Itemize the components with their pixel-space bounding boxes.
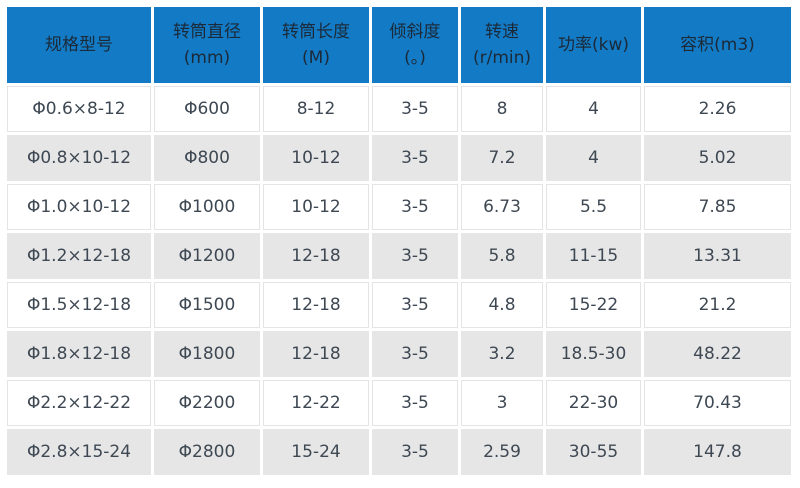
cell-incline: 3-5: [372, 429, 458, 475]
cell-model: Φ1.8×12-18: [7, 331, 151, 377]
cell-drum-diameter: Φ2800: [154, 429, 260, 475]
column-header-unit: (M): [302, 48, 330, 68]
cell-drum-length: 12-22: [263, 380, 369, 426]
cell-incline: 3-5: [372, 184, 458, 230]
cell-incline: 3-5: [372, 380, 458, 426]
column-header-drum-length: 转筒长度 (M): [263, 7, 369, 83]
cell-speed: 2.59: [461, 429, 543, 475]
column-header-volume: 容积(m3): [644, 7, 791, 83]
cell-drum-length: 12-18: [263, 331, 369, 377]
cell-drum-diameter: Φ1200: [154, 233, 260, 279]
cell-model: Φ0.8×10-12: [7, 135, 151, 181]
table-row: Φ0.6×8-12 Φ600 8-12 3-5 8 4 2.26: [7, 86, 791, 132]
cell-volume: 21.2: [644, 282, 791, 328]
cell-model: Φ1.2×12-18: [7, 233, 151, 279]
table-header: 规格型号 转筒直径 (mm) 转筒长度 (M) 倾斜度 (。) 转速 (r/min) 功率(kw)…: [7, 7, 791, 83]
cell-incline: 3-5: [372, 135, 458, 181]
cell-drum-length: 12-18: [263, 282, 369, 328]
header-row: 规格型号 转筒直径 (mm) 转筒长度 (M) 倾斜度 (。) 转速 (r/min) 功率(kw)…: [7, 7, 791, 83]
cell-drum-length: 10-12: [263, 184, 369, 230]
cell-incline: 3-5: [372, 331, 458, 377]
cell-power: 5.5: [546, 184, 641, 230]
table-row: Φ2.2×12-22 Φ2200 12-22 3-5 3 22-30 70.43: [7, 380, 791, 426]
cell-speed: 3: [461, 380, 543, 426]
cell-drum-length: 15-24: [263, 429, 369, 475]
cell-volume: 7.85: [644, 184, 791, 230]
cell-drum-diameter: Φ800: [154, 135, 260, 181]
cell-power: 4: [546, 86, 641, 132]
cell-incline: 3-5: [372, 86, 458, 132]
cell-volume: 2.26: [644, 86, 791, 132]
cell-power: 18.5-30: [546, 331, 641, 377]
column-header-label: 转速: [485, 21, 519, 42]
cell-speed: 4.8: [461, 282, 543, 328]
table-row: Φ0.8×10-12 Φ800 10-12 3-5 7.2 4 5.02: [7, 135, 791, 181]
table-row: Φ2.8×15-24 Φ2800 15-24 3-5 2.59 30-55 147.8: [7, 429, 791, 475]
cell-speed: 6.73: [461, 184, 543, 230]
cell-drum-diameter: Φ1500: [154, 282, 260, 328]
column-header-unit: (r/min): [472, 48, 532, 68]
cell-volume: 70.43: [644, 380, 791, 426]
spec-table: 规格型号 转筒直径 (mm) 转筒长度 (M) 倾斜度 (。) 转速 (r/min) 功率(kw)…: [4, 4, 794, 478]
table-row: Φ1.2×12-18 Φ1200 12-18 3-5 5.8 11-15 13.31: [7, 233, 791, 279]
column-header-label: 转筒长度: [282, 21, 350, 42]
cell-speed: 3.2: [461, 331, 543, 377]
column-header-incline: 倾斜度 (。): [372, 7, 458, 83]
table-row: Φ1.5×12-18 Φ1500 12-18 3-5 4.8 15-22 21.2: [7, 282, 791, 328]
cell-speed: 7.2: [461, 135, 543, 181]
cell-volume: 13.31: [644, 233, 791, 279]
column-header-drum-diameter: 转筒直径 (mm): [154, 7, 260, 83]
cell-drum-length: 10-12: [263, 135, 369, 181]
cell-drum-diameter: Φ1800: [154, 331, 260, 377]
cell-power: 11-15: [546, 233, 641, 279]
cell-drum-diameter: Φ2200: [154, 380, 260, 426]
column-header-power: 功率(kw): [546, 7, 641, 83]
cell-speed: 8: [461, 86, 543, 132]
cell-power: 4: [546, 135, 641, 181]
cell-incline: 3-5: [372, 282, 458, 328]
column-header-unit: (mm): [183, 48, 231, 68]
column-header-model: 规格型号: [7, 7, 151, 83]
cell-drum-diameter: Φ600: [154, 86, 260, 132]
column-header-label: 功率(kw): [557, 34, 629, 55]
column-header-speed: 转速 (r/min): [461, 7, 543, 83]
cell-drum-length: 8-12: [263, 86, 369, 132]
column-header-label: 容积(m3): [680, 34, 755, 55]
cell-model: Φ2.8×15-24: [7, 429, 151, 475]
column-header-label: 倾斜度: [389, 21, 441, 42]
cell-model: Φ2.2×12-22: [7, 380, 151, 426]
column-header-label: 规格型号: [45, 34, 113, 55]
cell-volume: 5.02: [644, 135, 791, 181]
cell-model: Φ1.5×12-18: [7, 282, 151, 328]
table-row: Φ1.8×12-18 Φ1800 12-18 3-5 3.2 18.5-30 48.22: [7, 331, 791, 377]
cell-power: 15-22: [546, 282, 641, 328]
cell-drum-length: 12-18: [263, 233, 369, 279]
cell-drum-diameter: Φ1000: [154, 184, 260, 230]
column-header-unit: (。): [404, 48, 426, 68]
cell-power: 30-55: [546, 429, 641, 475]
table-row: Φ1.0×10-12 Φ1000 10-12 3-5 6.73 5.5 7.85: [7, 184, 791, 230]
cell-speed: 5.8: [461, 233, 543, 279]
cell-volume: 147.8: [644, 429, 791, 475]
cell-volume: 48.22: [644, 331, 791, 377]
table-body: Φ0.6×8-12 Φ600 8-12 3-5 8 4 2.26 Φ0.8×10-12 Φ800…: [7, 86, 791, 475]
cell-model: Φ1.0×10-12: [7, 184, 151, 230]
cell-incline: 3-5: [372, 233, 458, 279]
cell-model: Φ0.6×8-12: [7, 86, 151, 132]
column-header-label: 转筒直径: [173, 21, 241, 42]
cell-power: 22-30: [546, 380, 641, 426]
